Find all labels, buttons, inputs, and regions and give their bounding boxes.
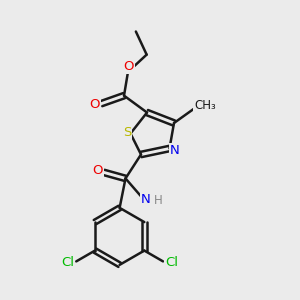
Text: N: N [170, 144, 180, 158]
Text: N: N [141, 193, 151, 206]
Text: Cl: Cl [165, 256, 178, 269]
Text: Cl: Cl [61, 256, 74, 269]
Text: O: O [89, 98, 100, 111]
Text: CH₃: CH₃ [194, 99, 216, 112]
Text: S: S [123, 126, 131, 140]
Text: H: H [153, 194, 162, 207]
Text: O: O [123, 60, 134, 73]
Text: O: O [92, 164, 103, 177]
